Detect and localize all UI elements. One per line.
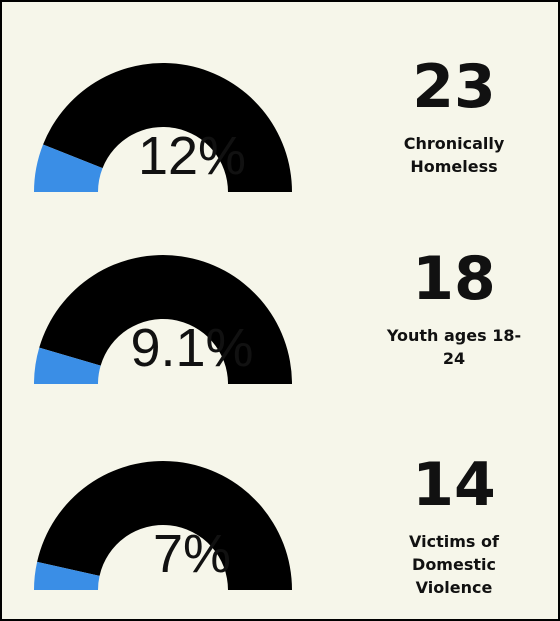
count: 18	[412, 244, 496, 314]
count: 23	[412, 52, 496, 122]
gauge-track	[39, 255, 292, 384]
gauge-fill	[34, 144, 103, 192]
label: Youth ages 18-24	[386, 326, 522, 368]
gauge-value-label: 12%	[138, 126, 246, 186]
gauge-row: 12% 23 Chronically Homeless	[2, 2, 558, 202]
gauge-row: 9.1% 18 Youth ages 18-24	[2, 194, 558, 394]
gauge-fill	[34, 347, 101, 384]
gauge: 12%	[34, 63, 292, 192]
gauge: 9.1%	[34, 255, 292, 384]
gauge-row: 7% 14 Victims of Domestic Violence	[2, 400, 558, 600]
label: Victims of Domestic Violence	[409, 532, 499, 597]
count: 14	[412, 450, 496, 520]
gauge-value-label: 9.1%	[130, 318, 253, 378]
gauge-value-label: 7%	[153, 524, 231, 584]
gauge-fill	[34, 561, 100, 590]
gauge-track	[37, 461, 293, 590]
label: Chronically Homeless	[403, 134, 505, 176]
gauge-track	[43, 63, 292, 192]
gauge: 7%	[34, 461, 293, 590]
